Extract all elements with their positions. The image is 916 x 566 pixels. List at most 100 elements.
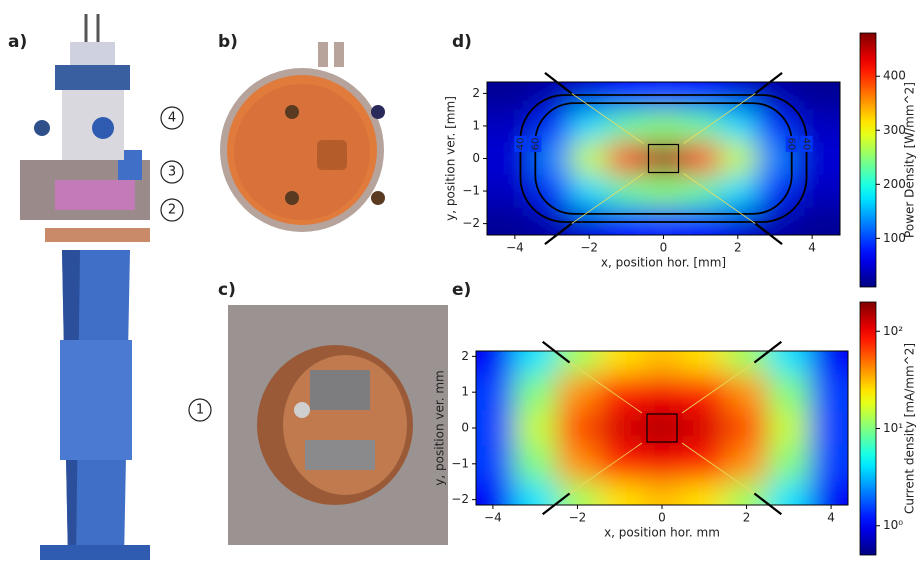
callout: 4 bbox=[168, 111, 176, 126]
x-tick-label: −4 bbox=[506, 241, 524, 255]
panel-label: e) bbox=[452, 280, 471, 300]
panel-label: d) bbox=[452, 32, 472, 52]
heatmap-cell bbox=[725, 410, 768, 446]
heatmap-cell bbox=[608, 110, 646, 143]
heatmap-cell bbox=[556, 278, 599, 374]
contour-label: 60 bbox=[530, 137, 541, 150]
x-tick-label: 0 bbox=[658, 511, 666, 525]
colorbar-tick-label: 10⁰ bbox=[883, 518, 903, 532]
panel-label: c) bbox=[218, 280, 236, 300]
heatmap-cell bbox=[514, 446, 557, 482]
heatmap-cell bbox=[641, 374, 684, 410]
heatmap-cell bbox=[725, 374, 768, 410]
chart: −4 −2 0 2 4 −2 −1 0 1 2 x, position hor. mm y, posi… bbox=[412, 278, 916, 566]
x-tick-label: 2 bbox=[734, 241, 742, 255]
heatmap-cell bbox=[768, 482, 811, 566]
x-axis-label: x, position hor. [mm] bbox=[601, 256, 726, 270]
x-tick-label: 2 bbox=[743, 511, 751, 525]
x-tick-label: 4 bbox=[827, 511, 835, 525]
x-tick-label: −4 bbox=[484, 511, 502, 525]
heatmap-cell bbox=[719, 142, 757, 175]
heatmap-cell bbox=[794, 17, 892, 110]
heatmap-cell bbox=[599, 482, 642, 566]
callout: 1 bbox=[196, 403, 204, 418]
colorbar-tick-label: 10² bbox=[883, 324, 903, 338]
heatmap-cell bbox=[608, 17, 646, 110]
x-tick-label: −2 bbox=[569, 511, 587, 525]
heatmap-cell bbox=[599, 374, 642, 410]
cad-render-b bbox=[220, 42, 385, 232]
y-tick-label: −2 bbox=[451, 492, 469, 506]
heatmap-cell bbox=[645, 17, 683, 110]
heatmap-cell bbox=[514, 410, 557, 446]
x-tick-label: 4 bbox=[808, 241, 816, 255]
heatmap-cell bbox=[641, 278, 684, 374]
colorbar-label: Power Density [W/mm^2] bbox=[903, 82, 916, 238]
heatmap-cell bbox=[645, 175, 683, 208]
panel-label: b) bbox=[218, 32, 238, 52]
heatmap-cell bbox=[556, 374, 599, 410]
heatmap-cell bbox=[683, 482, 726, 566]
y-tick-label: 2 bbox=[461, 349, 469, 363]
photo-c bbox=[228, 305, 448, 545]
y-axis-label: y, position ver. mm bbox=[433, 370, 447, 485]
colorbar bbox=[860, 33, 876, 287]
heatmap-cell bbox=[599, 446, 642, 482]
y-axis-label: y, position ver. [mm] bbox=[444, 96, 458, 221]
heatmap-cell bbox=[768, 410, 811, 446]
y-tick-label: 0 bbox=[461, 421, 469, 435]
heatmap-cell bbox=[682, 110, 720, 143]
chart: 60 60 40 40 −4 −2 0 2 4 −2 −1 0 1 2 x, position hor. [… bbox=[436, 17, 916, 300]
heatmap-cell bbox=[683, 374, 726, 410]
figure: 4 3 2 1 a) b) c) d) e) 60604040−4−2024−2… bbox=[0, 0, 916, 566]
heatmap-cell bbox=[683, 446, 726, 482]
heatmap-cell bbox=[599, 410, 642, 446]
contour-label: 40 bbox=[515, 137, 526, 150]
heatmap-cell bbox=[599, 278, 642, 374]
heatmap-cell bbox=[645, 110, 683, 143]
heatmap-cell bbox=[608, 175, 646, 208]
callout: 2 bbox=[168, 203, 176, 218]
heatmap-cell bbox=[768, 374, 811, 410]
heatmap-cell bbox=[683, 278, 726, 374]
panel-label: a) bbox=[8, 32, 27, 52]
contour-label: 60 bbox=[786, 137, 797, 150]
callout: 3 bbox=[168, 165, 176, 180]
heatmap-cell bbox=[683, 410, 726, 446]
heatmap-cell bbox=[682, 17, 720, 110]
colorbar-tick-label: 400 bbox=[883, 69, 906, 83]
heatmap-cell bbox=[768, 278, 811, 374]
colorbar-label: Current density [mA/mm^2] bbox=[903, 343, 916, 514]
heatmap-cell bbox=[608, 142, 646, 175]
y-tick-label: −2 bbox=[462, 216, 480, 230]
y-tick-label: −1 bbox=[451, 456, 469, 470]
heatmap-cell bbox=[514, 482, 557, 566]
x-tick-label: 0 bbox=[660, 241, 668, 255]
cad-render-a bbox=[20, 14, 150, 560]
colorbar-tick-label: 10¹ bbox=[883, 421, 903, 435]
heatmap-cell bbox=[794, 175, 892, 208]
contour-label: 40 bbox=[801, 137, 812, 150]
heatmap-cell bbox=[571, 175, 609, 208]
y-tick-label: 0 bbox=[472, 151, 480, 165]
heatmap-cell bbox=[725, 278, 768, 374]
y-tick-label: −1 bbox=[462, 184, 480, 198]
colorbar bbox=[860, 302, 876, 555]
x-tick-label: −2 bbox=[580, 241, 598, 255]
heatmap-cell bbox=[556, 410, 599, 446]
heatmap-cell bbox=[645, 142, 683, 175]
callout-circles bbox=[161, 107, 211, 421]
heatmap-cell bbox=[725, 446, 768, 482]
heatmap-cell bbox=[682, 175, 720, 208]
x-axis-label: x, position hor. mm bbox=[604, 526, 720, 540]
heatmap-cell bbox=[682, 142, 720, 175]
y-tick-label: 2 bbox=[472, 86, 480, 100]
heatmap-cell bbox=[571, 142, 609, 175]
heatmap-cell bbox=[556, 446, 599, 482]
heatmap-cell bbox=[719, 175, 757, 208]
heatmap-cell bbox=[641, 446, 684, 482]
heatmap-cell bbox=[514, 278, 557, 374]
heatmap-cell bbox=[514, 374, 557, 410]
y-tick-label: 1 bbox=[472, 118, 480, 132]
y-tick-label: 1 bbox=[461, 385, 469, 399]
